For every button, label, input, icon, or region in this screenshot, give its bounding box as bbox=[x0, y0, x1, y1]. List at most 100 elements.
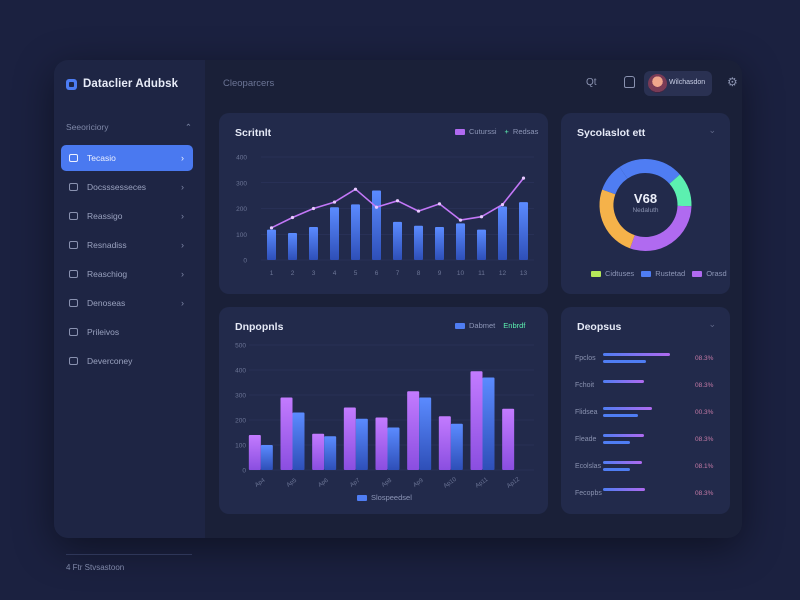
header-title: Cleoparcers bbox=[223, 78, 275, 89]
sidebar-item-4[interactable]: Reaschiog › bbox=[61, 261, 193, 287]
legend-label: Dabmet bbox=[469, 321, 496, 330]
sidebar-item-5[interactable]: Denoseas › bbox=[61, 290, 193, 316]
progress-bar-primary bbox=[603, 407, 652, 410]
x-tick-label: 4 bbox=[333, 270, 337, 277]
progress-row[interactable]: Fpclos 08.3% bbox=[561, 351, 730, 378]
donut-card: Sycolaslot ett ⌄ V68 Nedaluth Cidtuses R… bbox=[561, 113, 730, 294]
settings-icon bbox=[69, 328, 78, 336]
bar bbox=[288, 232, 297, 260]
folder-icon bbox=[69, 241, 78, 249]
sidebar-footer[interactable]: 4 Ftr Stvsastoon bbox=[66, 563, 125, 572]
sidebar-section-header[interactable]: Seeoriciory ⌃ bbox=[66, 122, 192, 133]
line-point bbox=[521, 176, 526, 180]
bar bbox=[456, 223, 465, 260]
progress-label: Flidsea bbox=[575, 409, 598, 416]
donut-center-value: V68 bbox=[633, 191, 658, 206]
progress-row[interactable]: Flidsea 00.3% bbox=[561, 405, 730, 432]
progress-label: Fecopbs bbox=[575, 490, 602, 497]
bar bbox=[477, 229, 486, 260]
legend-swatch-purple bbox=[692, 270, 703, 277]
grid-icon bbox=[69, 154, 78, 162]
notification-icon[interactable] bbox=[624, 76, 635, 88]
sidebar-item-2[interactable]: Reassigo › bbox=[61, 203, 193, 229]
progress-value: 08.3% bbox=[695, 382, 714, 389]
legend-swatch-lime bbox=[591, 270, 601, 277]
sidebar-item-7[interactable]: Deverconey bbox=[61, 348, 193, 374]
x-tick-label: 9 bbox=[438, 270, 442, 277]
progress-bar-primary bbox=[603, 353, 670, 356]
deposits-chart-card: Dnpopnls Dabmet Enbrdf 0 100 200 300 400 500 A… bbox=[219, 307, 548, 514]
sidebar-item-6[interactable]: Prileivos bbox=[61, 319, 193, 345]
chevron-right-icon: › bbox=[181, 153, 184, 163]
sidebar-item-label: Deverconey bbox=[87, 356, 133, 366]
x-tick-label: 10 bbox=[457, 270, 465, 277]
line-point bbox=[416, 209, 421, 213]
progress-value: 08.3% bbox=[695, 355, 714, 362]
y-tick-label: 300 bbox=[235, 393, 246, 400]
sidebar-item-label: Docsssesseces bbox=[87, 182, 147, 192]
chevron-right-icon: › bbox=[181, 298, 184, 308]
legend-swatch-blue bbox=[455, 322, 465, 329]
x-tick-label: Ap8 bbox=[381, 477, 394, 488]
donut-segment bbox=[669, 174, 692, 207]
donut-legend: Cidtuses Rustetad Orasd bbox=[591, 269, 727, 278]
legend-plus-icon: + bbox=[504, 127, 509, 136]
line-point bbox=[479, 215, 484, 219]
bar-series-2 bbox=[292, 412, 305, 470]
bar bbox=[435, 227, 444, 260]
progress-value: 08.3% bbox=[695, 436, 714, 443]
y-tick-label: 100 bbox=[235, 443, 246, 450]
x-tick-label: Ap9 bbox=[412, 477, 425, 488]
progress-label: Fchoit bbox=[575, 382, 595, 389]
sidebar-item-1[interactable]: Docsssesseces › bbox=[61, 174, 193, 200]
bar-series-1 bbox=[502, 408, 515, 470]
progress-label: Fpclos bbox=[575, 355, 596, 362]
sidebar-item-label: Reassigo bbox=[87, 211, 123, 221]
sidebar-item-3[interactable]: Resnadiss › bbox=[61, 232, 193, 258]
bar-series-1 bbox=[280, 397, 293, 470]
user-menu[interactable]: Wilchasdon bbox=[644, 71, 712, 96]
bar-series-1 bbox=[407, 391, 420, 470]
card-title: Scritnlt bbox=[235, 127, 272, 139]
sidebar-item-label: Prileivos bbox=[87, 327, 120, 337]
brand[interactable]: Dataclier Adubsk bbox=[66, 78, 178, 90]
bar bbox=[330, 207, 339, 260]
donut-center-label: Nedaluth bbox=[632, 207, 659, 214]
x-tick-label: 12 bbox=[499, 270, 507, 277]
legend-label: Redsas bbox=[512, 127, 539, 136]
clock-icon bbox=[69, 299, 78, 307]
chevron-right-icon: › bbox=[181, 182, 184, 192]
more-icon[interactable]: ⌄ bbox=[708, 125, 716, 135]
chart-legend: Dabmet Enbrdf bbox=[455, 321, 525, 330]
x-tick-label: Ap7 bbox=[349, 477, 362, 488]
settings-gear-icon[interactable]: ⚙ bbox=[727, 75, 738, 89]
progress-bar-primary bbox=[603, 461, 642, 464]
progress-row[interactable]: Fchoit 08.3% bbox=[561, 378, 730, 405]
donut-segment bbox=[602, 167, 628, 195]
more-icon[interactable]: ⌄ bbox=[708, 319, 716, 329]
legend-label: Cidtuses bbox=[605, 269, 635, 278]
sidebar-section-label: Seeoriciory bbox=[66, 122, 109, 132]
progress-row[interactable]: Fleade 08.3% bbox=[561, 432, 730, 459]
legend-label: Rustetad bbox=[655, 269, 686, 278]
progress-label: Fleade bbox=[575, 436, 597, 443]
line-point bbox=[332, 200, 337, 204]
x-tick-label: Ap10 bbox=[443, 476, 458, 489]
bar-series-1 bbox=[343, 407, 356, 470]
line-point bbox=[374, 205, 379, 209]
y-tick-label: 500 bbox=[235, 343, 246, 350]
bar-series-2 bbox=[355, 418, 368, 470]
progress-value: 00.3% bbox=[695, 409, 714, 416]
series-line bbox=[271, 177, 525, 229]
y-tick-label: 300 bbox=[236, 180, 247, 187]
x-tick-label: 5 bbox=[354, 270, 358, 277]
progress-row[interactable]: Ecolslas 08.1% bbox=[561, 459, 730, 486]
x-tick-label: 3 bbox=[312, 270, 316, 277]
line-point bbox=[395, 199, 400, 203]
line-point bbox=[353, 187, 358, 191]
progress-row[interactable]: Fecopbs 08.3% bbox=[561, 486, 730, 513]
progress-list: Fpclos 08.3% Fchoit 08.3% Flidsea 00.3% Fleade… bbox=[561, 351, 730, 513]
sidebar-item-0[interactable]: Tecasio › bbox=[61, 145, 193, 171]
progress-label: Ecolslas bbox=[575, 463, 602, 470]
search-icon[interactable]: Qt bbox=[586, 77, 597, 88]
